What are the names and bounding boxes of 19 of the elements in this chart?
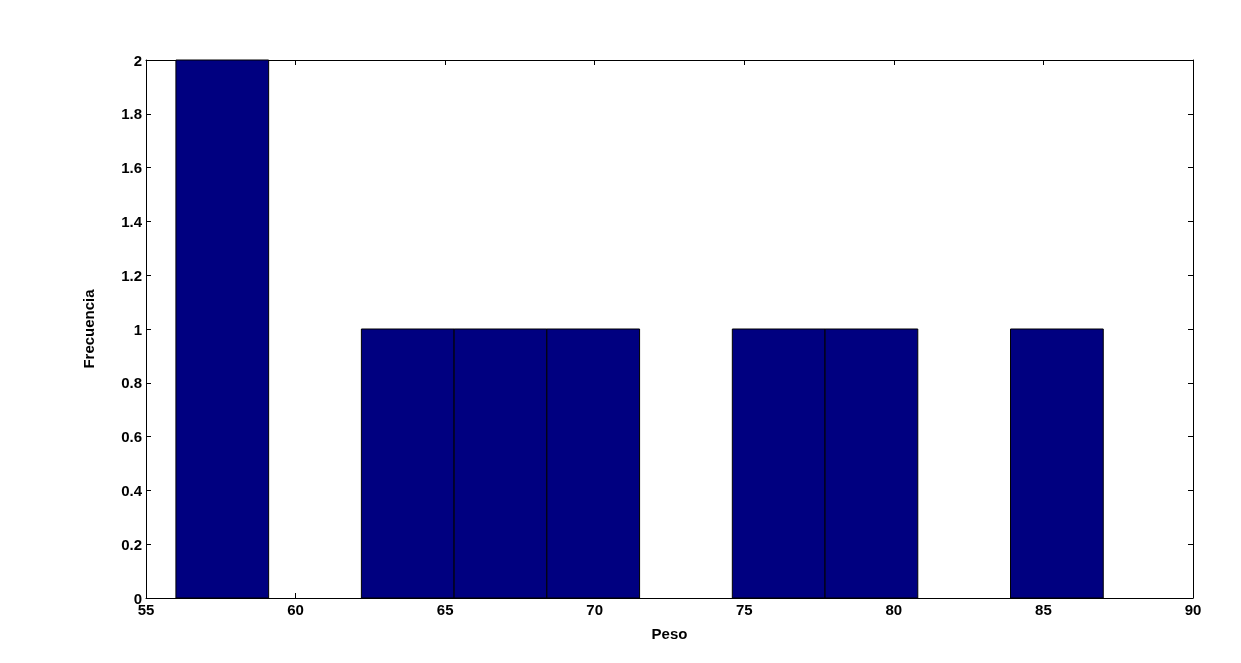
y-tick-label: 1.2 [121, 266, 142, 284]
x-tick-label: 70 [586, 601, 604, 618]
y-tick-label: 1.6 [121, 159, 142, 177]
x-tick-label: 85 [1035, 601, 1052, 618]
x-tick-label: 75 [735, 601, 753, 618]
y-tick-label: 1 [133, 320, 142, 338]
y-tick-label: 0.2 [121, 535, 142, 553]
x-tick-label: 80 [885, 601, 903, 618]
x-tick-label: 60 [287, 601, 304, 618]
y-axis-title: Frecuencia [80, 288, 97, 369]
y-tick-label: 2 [133, 51, 142, 69]
y-tick-label: 0.6 [121, 428, 142, 446]
x-tick-label: 65 [436, 601, 454, 618]
y-tick-label: 0.4 [121, 481, 143, 499]
x-axis-title: Peso [651, 625, 688, 642]
x-tick-label: 90 [1184, 601, 1202, 618]
y-tick-label: 0.8 [121, 374, 142, 392]
y-tick-label: 1.4 [121, 212, 143, 230]
y-tick-label: 1.8 [121, 105, 142, 123]
